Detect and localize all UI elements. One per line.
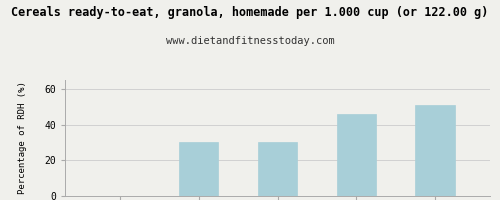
Bar xyxy=(179,142,218,196)
Y-axis label: Percentage of RDH (%): Percentage of RDH (%) xyxy=(18,82,27,194)
Text: Cereals ready-to-eat, granola, homemade per 1.000 cup (or 122.00 g): Cereals ready-to-eat, granola, homemade … xyxy=(12,6,488,19)
Bar xyxy=(258,142,297,196)
Bar xyxy=(415,105,455,196)
Bar xyxy=(336,114,376,196)
Text: www.dietandfitnesstoday.com: www.dietandfitnesstoday.com xyxy=(166,36,334,46)
